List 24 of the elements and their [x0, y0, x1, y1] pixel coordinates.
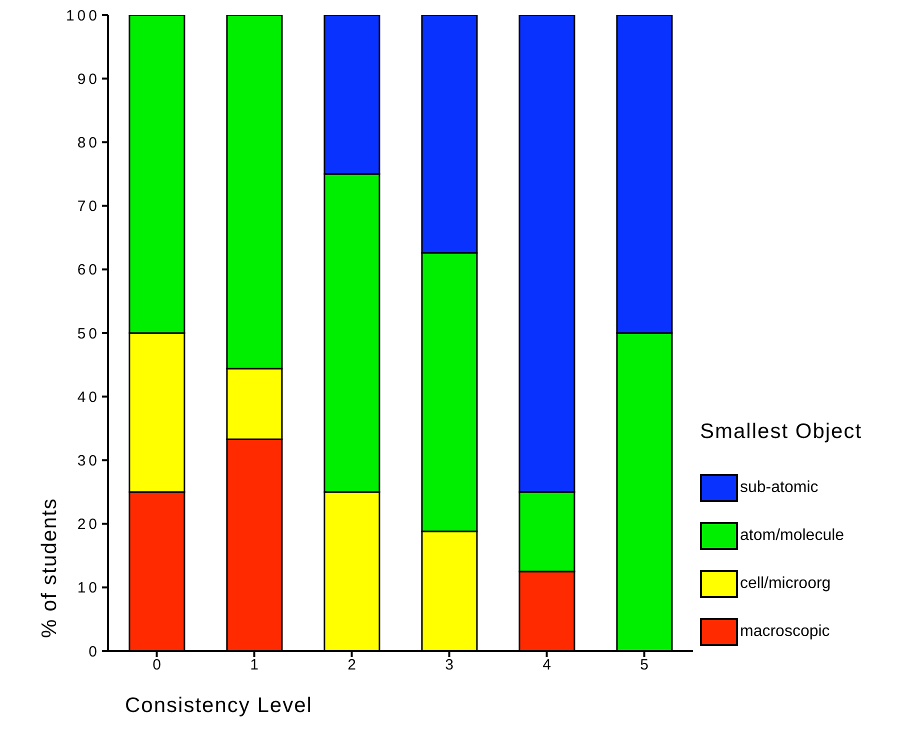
y-tick-label: 60 — [77, 262, 100, 279]
x-tick-label: 5 — [640, 656, 648, 674]
legend-title: Smallest Object — [700, 420, 862, 444]
y-tick-label: 90 — [77, 70, 100, 88]
y-tick-label: 70 — [77, 198, 100, 216]
x-tick-label: 2 — [348, 656, 356, 674]
legend-label: macroscopic — [740, 623, 830, 641]
x-axis-title: Consistency Level — [125, 694, 312, 718]
y-tick-label: 30 — [77, 452, 100, 470]
y-tick-label: 0 — [88, 643, 100, 660]
y-tick-label: 20 — [77, 516, 100, 534]
y-tick-label: 50 — [77, 325, 100, 342]
x-tick-label: 0 — [152, 656, 161, 674]
x-tick-label: 3 — [445, 656, 454, 674]
y-tick-label: 40 — [77, 388, 100, 406]
x-tick-label: 1 — [250, 656, 258, 674]
y-axis-title: % of students — [38, 498, 62, 638]
legend-label: atom/molecule — [740, 527, 844, 545]
x-tick-label: 4 — [542, 656, 551, 674]
y-tick-label: 10 — [77, 580, 100, 597]
y-tick-label: 80 — [77, 134, 100, 152]
legend-label: sub-atomic — [740, 479, 818, 497]
y-tick-label: 100 — [66, 7, 100, 24]
legend-label: cell/microorg — [740, 575, 831, 593]
